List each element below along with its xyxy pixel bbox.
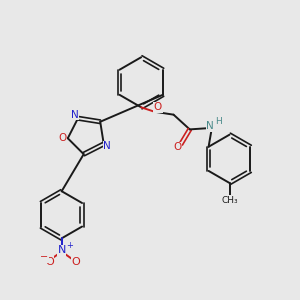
Text: CH₃: CH₃ (221, 196, 238, 205)
Text: O: O (45, 257, 54, 267)
Text: N: N (206, 121, 214, 131)
Text: +: + (67, 241, 73, 250)
Text: N: N (103, 141, 111, 151)
Text: O: O (173, 142, 181, 152)
Text: N: N (70, 110, 78, 120)
Text: O: O (71, 257, 80, 267)
Text: O: O (58, 133, 67, 143)
Text: O: O (154, 102, 162, 112)
Text: N: N (58, 245, 66, 255)
Text: −: − (40, 253, 48, 262)
Text: H: H (215, 117, 222, 126)
